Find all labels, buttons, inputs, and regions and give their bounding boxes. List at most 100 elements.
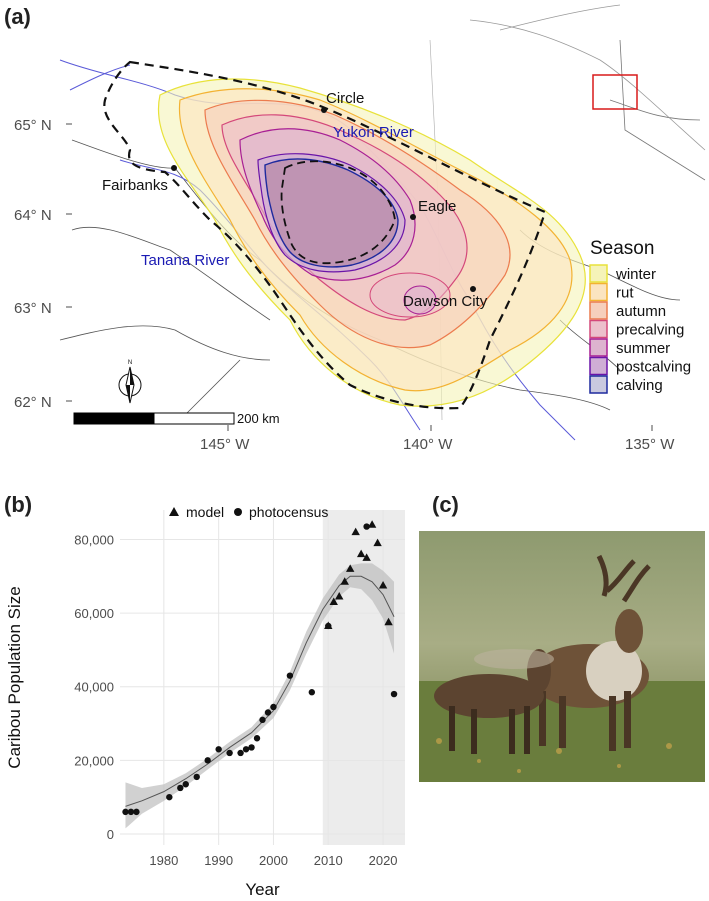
legend-swatch-precalving [589,319,608,339]
x-tick-label: 2020 [369,853,398,868]
place-label-eagle: Eagle [418,198,456,215]
population-chart: 0 20,000 40,000 60,000 80,000 1980 1990 2000 201… [5,504,405,899]
photocensus-point [237,749,244,757]
model-point [362,553,371,561]
north-arrow-icon: N [118,360,142,404]
river-label-yukon: Yukon River [333,124,414,141]
y-tick-label: 0 [107,827,114,842]
y-tick-label: 80,000 [74,532,114,547]
model-point [329,597,338,606]
model-point [345,564,355,572]
photocensus-point [325,622,332,630]
lat-label-64: 64° N [14,207,52,224]
scale-bar-label: 200 km [237,411,280,426]
photocensus-point [122,808,129,816]
photocensus-point [166,793,173,801]
place-label-dawson-city: Dawson City [403,293,488,310]
river-label-tanana: Tanana River [141,252,229,269]
model-point [384,617,393,626]
photocensus-point [177,784,184,792]
photocensus-point [133,808,140,816]
model-point [351,527,360,536]
legend-swatch-winter [589,264,608,283]
lat-label-65: 65° N [14,117,52,134]
photocensus-point [308,689,316,696]
photocensus-point [204,757,211,764]
x-tick-label: 1990 [204,853,233,868]
legend-label-winter: winter [615,266,656,283]
legend-label-photocensus: photocensus [249,504,328,520]
x-tick-label: 1980 [149,853,178,868]
range-map: Circle Fairbanks Eagle Dawson City Yukon… [14,4,706,453]
dawson-city-town-dot [470,286,476,292]
photocensus-point [127,808,135,816]
photocensus-point [248,744,255,751]
lon-label-140: 140° W [403,436,453,453]
legend-label-postcalving: postcalving [616,359,691,376]
legend-swatch-postcalving [589,356,608,376]
legend-label-calving: calving [616,377,663,394]
photocensus-point [182,781,189,788]
polygon-calving [264,158,399,268]
legend-label-precalving: precalving [616,322,684,339]
legend-swatch-autumn [589,301,608,320]
panel-label-a: (a) [4,4,31,29]
photocensus-point [259,716,266,724]
lon-label-145: 145° W [200,436,250,453]
legend-swatch-calving [589,375,608,394]
scale-bar: 200 km [73,411,280,426]
legend-label-summer: summer [616,340,670,357]
town-markers [171,107,476,292]
model-point [356,549,366,558]
model-point [373,538,382,547]
fairbanks-town-dot [171,165,177,171]
polygon-summer-east [403,285,437,315]
photocensus-point [264,709,272,716]
model-point [378,580,388,589]
chart-legend: model photocensus [169,504,328,520]
legend-triangle-icon [169,507,179,516]
range-boundary [103,60,547,410]
legend-circle-icon [234,508,242,516]
inset-box [592,74,638,110]
model-point [367,520,377,528]
place-label-fairbanks: Fairbanks [102,177,168,194]
legend-swatch-summer [589,338,608,357]
panel-label-b: (b) [4,492,33,517]
model-point [340,577,349,585]
photocensus-point [390,690,398,698]
photocensus-point [226,749,233,757]
lat-label-63: 63° N [14,300,52,317]
caribou-photo [419,531,705,782]
legend-label-model: model [186,504,224,520]
confidence-band [125,563,395,829]
panel-label-c: (c) [432,492,459,517]
model-point [335,592,344,600]
north-arrow-letter: N [128,360,132,366]
season-polygons [157,78,586,407]
place-label-circle: Circle [326,90,364,107]
photocensus-point [253,735,261,742]
y-tick-label: 20,000 [74,753,114,768]
legend-swatch-rut [589,282,608,302]
x-tick-label: 2000 [259,853,288,868]
legend-title: Season [590,238,654,259]
x-axis-title: Year [245,880,280,899]
trend-line [125,575,395,807]
x-tick-label: 2010 [314,853,343,868]
photocensus-point [242,746,250,753]
circle-town-dot [321,107,327,113]
lat-label-62: 62° N [14,394,52,411]
photocensus-point [270,703,277,711]
calving-core-boundary [280,160,396,265]
y-tick-label: 40,000 [74,680,114,695]
y-axis-title: Caribou Population Size [5,586,24,768]
photocensus-point [215,746,222,753]
y-tick-label: 60,000 [74,606,114,621]
photocensus-point [193,773,200,781]
photocensus-point [286,672,294,679]
photocensus-point [363,523,370,530]
legend-label-autumn: autumn [616,303,666,320]
eagle-town-dot [410,214,416,220]
